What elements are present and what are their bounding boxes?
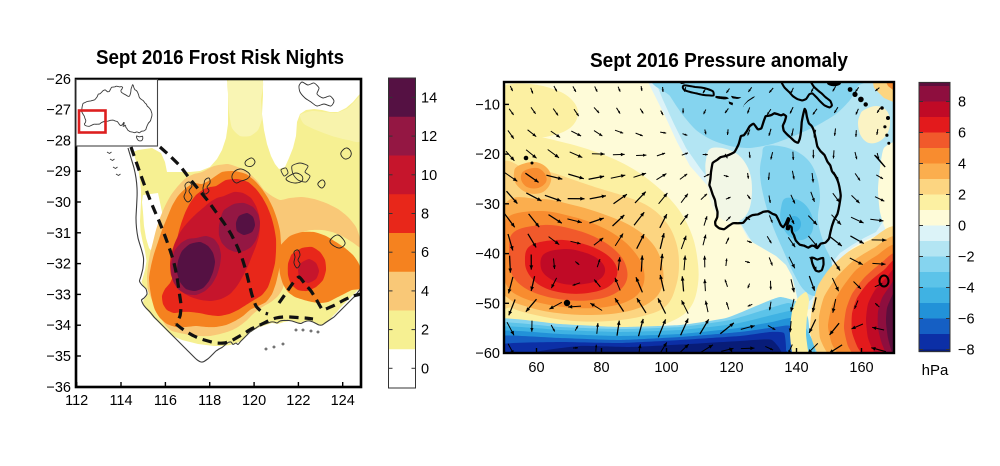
svg-text:0: 0 bbox=[421, 361, 429, 377]
svg-text:122: 122 bbox=[286, 393, 310, 409]
svg-text:−40: −40 bbox=[475, 247, 500, 263]
svg-text:−36: −36 bbox=[46, 380, 71, 396]
svg-text:−30: −30 bbox=[475, 197, 500, 213]
svg-text:112: 112 bbox=[65, 393, 88, 409]
svg-text:−33: −33 bbox=[46, 287, 71, 303]
svg-text:120: 120 bbox=[719, 360, 743, 376]
svg-text:8: 8 bbox=[421, 207, 429, 223]
svg-text:8: 8 bbox=[958, 95, 966, 111]
svg-text:hPa: hPa bbox=[922, 362, 949, 379]
svg-text:6: 6 bbox=[958, 126, 966, 142]
svg-text:Sept 2016 Pressure anomaly: Sept 2016 Pressure anomaly bbox=[590, 50, 849, 72]
svg-text:140: 140 bbox=[784, 360, 808, 376]
svg-text:−31: −31 bbox=[46, 226, 71, 242]
svg-text:114: 114 bbox=[109, 393, 132, 409]
svg-text:6: 6 bbox=[421, 245, 429, 261]
svg-text:80: 80 bbox=[593, 360, 609, 376]
svg-text:−60: −60 bbox=[475, 346, 500, 362]
svg-text:4: 4 bbox=[958, 157, 966, 173]
svg-text:−32: −32 bbox=[46, 257, 71, 273]
svg-text:−26: −26 bbox=[46, 72, 71, 88]
svg-text:−35: −35 bbox=[46, 349, 71, 365]
svg-text:124: 124 bbox=[331, 393, 355, 409]
svg-text:160: 160 bbox=[849, 360, 873, 376]
svg-text:−29: −29 bbox=[46, 164, 71, 180]
svg-text:2: 2 bbox=[958, 188, 966, 204]
svg-text:100: 100 bbox=[654, 360, 678, 376]
svg-text:−10: −10 bbox=[475, 97, 500, 113]
svg-text:−27: −27 bbox=[46, 103, 71, 119]
svg-text:10: 10 bbox=[421, 168, 437, 184]
svg-text:118: 118 bbox=[198, 393, 221, 409]
svg-text:−30: −30 bbox=[46, 195, 71, 211]
svg-text:−50: −50 bbox=[475, 296, 500, 312]
svg-text:120: 120 bbox=[242, 393, 266, 409]
svg-text:12: 12 bbox=[421, 129, 437, 145]
svg-text:−8: −8 bbox=[958, 343, 975, 359]
svg-text:60: 60 bbox=[528, 360, 544, 376]
svg-text:2: 2 bbox=[421, 323, 429, 339]
svg-text:14: 14 bbox=[421, 90, 437, 106]
svg-text:−4: −4 bbox=[958, 281, 975, 297]
svg-text:0: 0 bbox=[958, 219, 966, 235]
svg-text:−34: −34 bbox=[46, 318, 71, 334]
svg-text:116: 116 bbox=[154, 393, 177, 409]
svg-text:4: 4 bbox=[421, 284, 429, 300]
svg-text:−20: −20 bbox=[475, 147, 500, 163]
svg-text:−28: −28 bbox=[46, 133, 71, 149]
svg-text:−6: −6 bbox=[958, 312, 975, 328]
svg-text:Sept 2016 Frost Risk Nights: Sept 2016 Frost Risk Nights bbox=[96, 47, 344, 69]
svg-text:−2: −2 bbox=[958, 250, 975, 266]
